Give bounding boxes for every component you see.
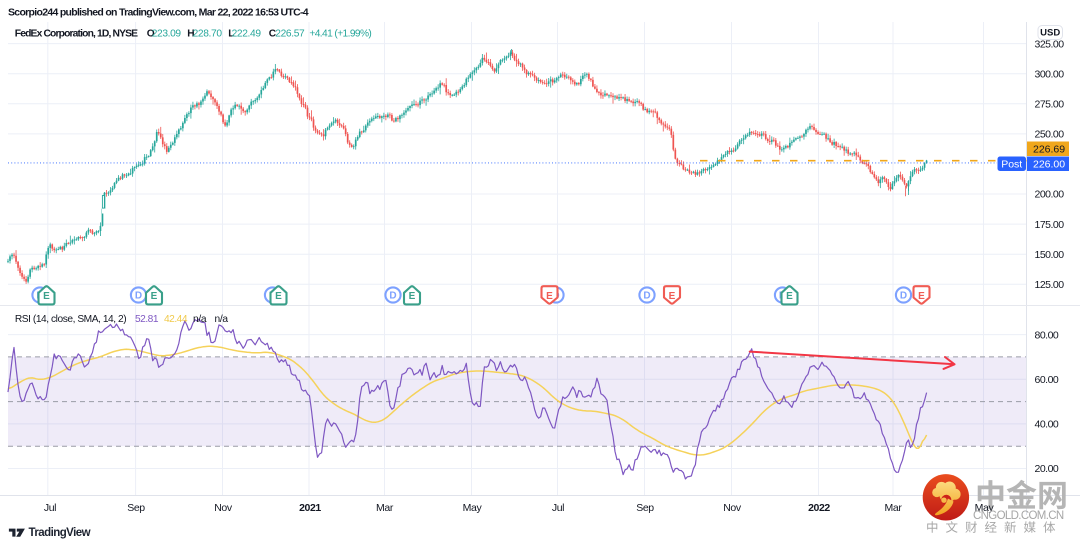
svg-text:300.00: 300.00 — [1035, 68, 1065, 80]
svg-text:226.00: 226.00 — [1033, 159, 1065, 171]
svg-text:226.69: 226.69 — [1033, 144, 1065, 156]
svg-text:E: E — [669, 291, 676, 302]
svg-text:n/a: n/a — [215, 314, 229, 325]
svg-text:Post: Post — [1001, 159, 1022, 171]
svg-text:60.00: 60.00 — [1035, 374, 1059, 386]
svg-text:O: O — [147, 29, 155, 40]
svg-text:C: C — [269, 29, 277, 40]
svg-text:E: E — [43, 291, 50, 302]
svg-text:E: E — [918, 291, 925, 302]
svg-text:223.09: 223.09 — [152, 29, 182, 40]
svg-text:+4.41 (+1.99%): +4.41 (+1.99%) — [309, 29, 371, 40]
svg-text:H: H — [187, 29, 194, 40]
svg-text:275.00: 275.00 — [1035, 99, 1065, 111]
svg-text:226.57: 226.57 — [275, 29, 305, 40]
svg-text:D: D — [643, 291, 650, 302]
svg-text:325.00: 325.00 — [1035, 38, 1065, 50]
svg-text:Sep: Sep — [636, 502, 654, 514]
svg-text:Nov: Nov — [723, 502, 742, 514]
svg-text:E: E — [546, 291, 553, 302]
svg-text:n/a: n/a — [193, 314, 207, 325]
svg-text:May: May — [975, 502, 995, 514]
svg-text:E: E — [786, 291, 793, 302]
svg-text:Mar: Mar — [376, 502, 394, 514]
svg-text:L: L — [228, 29, 234, 40]
svg-text:E: E — [409, 291, 416, 302]
svg-text:125.00: 125.00 — [1035, 279, 1065, 291]
svg-text:150.00: 150.00 — [1035, 249, 1065, 261]
svg-text:E: E — [151, 291, 158, 302]
svg-text:42.44: 42.44 — [164, 314, 188, 325]
svg-text:222.49: 222.49 — [232, 29, 262, 40]
svg-text:80.00: 80.00 — [1035, 329, 1059, 341]
svg-text:52.81: 52.81 — [135, 314, 159, 325]
svg-text:250.00: 250.00 — [1035, 129, 1065, 141]
svg-text:D: D — [900, 291, 907, 302]
svg-text:CNGOLD.COM.CN: CNGOLD.COM.CN — [973, 510, 1064, 522]
svg-text:Mar: Mar — [885, 502, 903, 514]
svg-text:2022: 2022 — [808, 502, 830, 514]
svg-text:USD: USD — [1040, 28, 1060, 39]
svg-text:TradingView: TradingView — [29, 527, 91, 539]
svg-text:175.00: 175.00 — [1035, 219, 1065, 231]
svg-text:200.00: 200.00 — [1035, 189, 1065, 201]
svg-text:20.00: 20.00 — [1035, 463, 1059, 475]
svg-text:D: D — [389, 291, 396, 302]
svg-text:RSI (14, close, SMA, 14, 2): RSI (14, close, SMA, 14, 2) — [15, 314, 126, 325]
svg-text:Jul: Jul — [44, 502, 56, 514]
svg-text:Jul: Jul — [552, 502, 564, 514]
svg-text:Scorpio244 published on Tradin: Scorpio244 published on TradingView.com,… — [8, 6, 309, 18]
svg-text:Sep: Sep — [127, 502, 145, 514]
svg-text:May: May — [463, 502, 483, 514]
svg-text:228.70: 228.70 — [193, 29, 223, 40]
svg-text:40.00: 40.00 — [1035, 419, 1059, 431]
svg-text:D: D — [135, 291, 142, 302]
svg-text:FedEx Corporation, 1D, NYSE: FedEx Corporation, 1D, NYSE — [15, 29, 138, 40]
svg-text:Nov: Nov — [214, 502, 233, 514]
svg-text:E: E — [275, 291, 282, 302]
svg-text:2021: 2021 — [299, 502, 321, 514]
